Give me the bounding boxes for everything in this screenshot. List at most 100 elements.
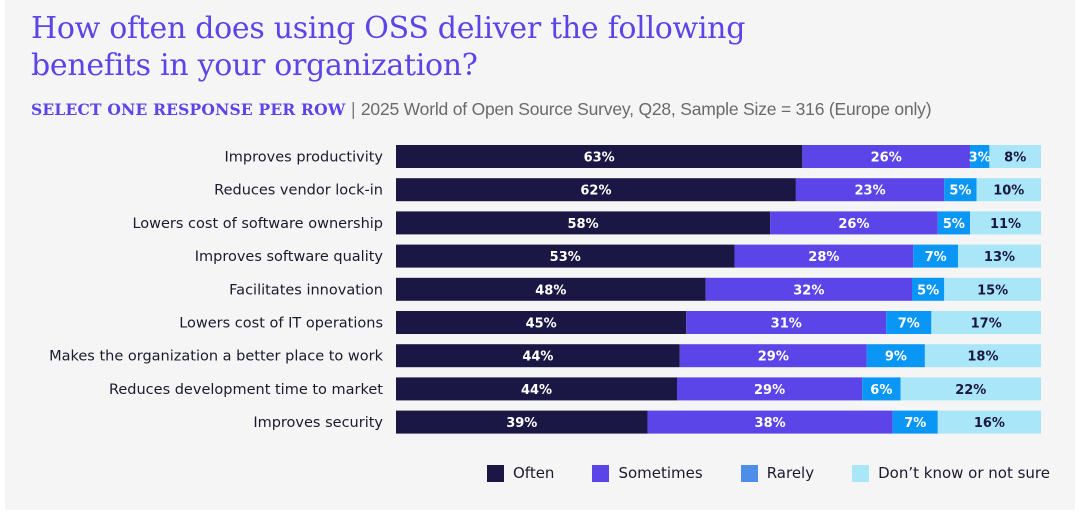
data-label: 29%: [758, 350, 789, 365]
bar-segment-rarely: [937, 211, 971, 235]
bar-segment-don-t-know-or-not-sure: [976, 178, 1041, 202]
category-label: Improves security: [253, 415, 383, 431]
data-label: 5%: [949, 184, 971, 199]
bar-segment-rarely: [913, 244, 958, 268]
bar-segment-often: [396, 244, 735, 268]
data-label: 18%: [967, 350, 998, 365]
bar-segment-sometimes: [647, 410, 893, 434]
bar-segment-don-t-know-or-not-sure: [957, 244, 1041, 268]
data-label: 3%: [969, 151, 991, 166]
bar-segment-sometimes: [686, 311, 887, 334]
data-label: 63%: [584, 151, 615, 166]
category-label: Facilitates innovation: [229, 282, 383, 298]
data-label: 6%: [870, 383, 892, 398]
data-label: 11%: [990, 217, 1021, 232]
data-label: 23%: [855, 184, 886, 199]
data-label: 13%: [984, 250, 1015, 265]
legend-item: Don’t know or not sure: [852, 464, 1050, 482]
bar-segment-sometimes: [705, 277, 912, 301]
legend-item: Rarely: [740, 464, 815, 482]
data-label: 15%: [977, 283, 1008, 298]
bar-segment-don-t-know-or-not-sure: [937, 410, 1041, 434]
bar-segment-rarely: [866, 344, 925, 368]
data-label: 31%: [771, 317, 802, 332]
bar-segment-sometimes: [679, 344, 867, 368]
bar-segment-sometimes: [795, 178, 945, 202]
data-label: 16%: [974, 416, 1005, 431]
category-label: Lowers cost of software ownership: [132, 216, 383, 232]
bar-row: Makes the organization a better place to…: [49, 344, 1041, 368]
bar-segment-often: [396, 311, 687, 334]
bar-segment-rarely: [862, 377, 901, 401]
bar-row: Improves security 39% 38% 7% 16%: [253, 410, 1041, 434]
data-label: 53%: [550, 250, 581, 265]
bar-segment-don-t-know-or-not-sure: [900, 377, 1041, 401]
bar-segment-often: [396, 377, 677, 401]
data-label: 7%: [925, 250, 947, 265]
data-label: 38%: [755, 416, 786, 431]
category-label: Improves software quality: [195, 249, 384, 265]
legend-label: Often: [513, 464, 555, 482]
bar-segment-often: [396, 178, 796, 202]
bar-segment-rarely: [912, 277, 945, 301]
bar-segment-rarely: [944, 178, 977, 202]
data-label: 8%: [1004, 151, 1026, 166]
bar-row: Lowers cost of IT operations 45% 31% 7% 17%: [179, 311, 1041, 334]
data-label: 26%: [838, 217, 869, 232]
bar-segment-sometimes: [734, 244, 914, 268]
bar-segment-often: [396, 145, 803, 168]
bar-segment-often: [396, 410, 648, 434]
legend-label: Don’t know or not sure: [878, 464, 1051, 482]
bar-segment-rarely: [970, 145, 990, 168]
data-label: 32%: [793, 283, 824, 298]
legend-swatch: [852, 464, 870, 482]
bar-segment-sometimes: [770, 211, 938, 235]
data-label: 58%: [567, 217, 598, 232]
legend-item: Often: [487, 464, 554, 482]
data-label: 62%: [580, 184, 611, 199]
bar-segment-rarely: [886, 311, 932, 334]
data-label: 28%: [808, 250, 839, 265]
bar-row: Reduces vendor lock-in 62% 23% 5% 10%: [214, 178, 1041, 202]
category-label: Reduces vendor lock-in: [214, 183, 383, 199]
data-label: 22%: [955, 383, 986, 398]
bar-segment-don-t-know-or-not-sure: [970, 211, 1041, 235]
legend-swatch: [487, 464, 504, 482]
data-label: 39%: [506, 416, 537, 431]
data-label: 10%: [993, 184, 1024, 199]
chart-title: How often does using OSS deliver the fol…: [31, 10, 931, 84]
chart-legend: Often Sometimes Rarely Don’t know or not su…: [487, 464, 1050, 482]
legend-item: Sometimes: [592, 464, 703, 482]
data-label: 48%: [535, 283, 566, 298]
bar-segment-don-t-know-or-not-sure: [924, 344, 1041, 368]
data-label: 7%: [898, 317, 920, 332]
data-label: 5%: [917, 283, 939, 298]
bar-segment-sometimes: [802, 145, 971, 168]
bar-segment-often: [396, 211, 771, 235]
data-label: 9%: [885, 350, 907, 365]
bar-row: Reduces development time to market 44% 29%…: [109, 377, 1041, 401]
data-label: 44%: [521, 383, 552, 398]
bar-row: Facilitates innovation 48% 32% 5% 15%: [229, 277, 1041, 301]
bar-segment-don-t-know-or-not-sure: [944, 277, 1041, 301]
bar-segment-often: [396, 344, 680, 368]
bar-row: Improves productivity 63% 26% 3% 8%: [225, 145, 1041, 168]
bar-segment-sometimes: [676, 377, 863, 401]
legend-swatch: [592, 464, 610, 482]
data-label: 45%: [526, 317, 557, 332]
subtitle-source: 2025 World of Open Source Survey, Q28, S…: [360, 99, 932, 119]
data-label: 5%: [943, 217, 965, 232]
bar-segment-don-t-know-or-not-sure: [989, 145, 1041, 168]
bar-row: Lowers cost of software ownership 58% 26% 5…: [132, 211, 1041, 235]
bar-segment-don-t-know-or-not-sure: [931, 311, 1041, 334]
chart-subtitle: SELECT ONE RESPONSE PER ROW | 2025 World…: [31, 98, 932, 121]
bar-segment-rarely: [892, 410, 938, 434]
data-label: 17%: [971, 317, 1002, 332]
subtitle-instruction: SELECT ONE RESPONSE PER ROW: [31, 100, 346, 119]
subtitle-separator: |: [345, 100, 361, 119]
legend-label: Sometimes: [618, 464, 703, 482]
legend-label: Rarely: [766, 464, 815, 482]
category-label: Reduces development time to market: [109, 382, 383, 398]
data-label: 44%: [522, 350, 553, 365]
